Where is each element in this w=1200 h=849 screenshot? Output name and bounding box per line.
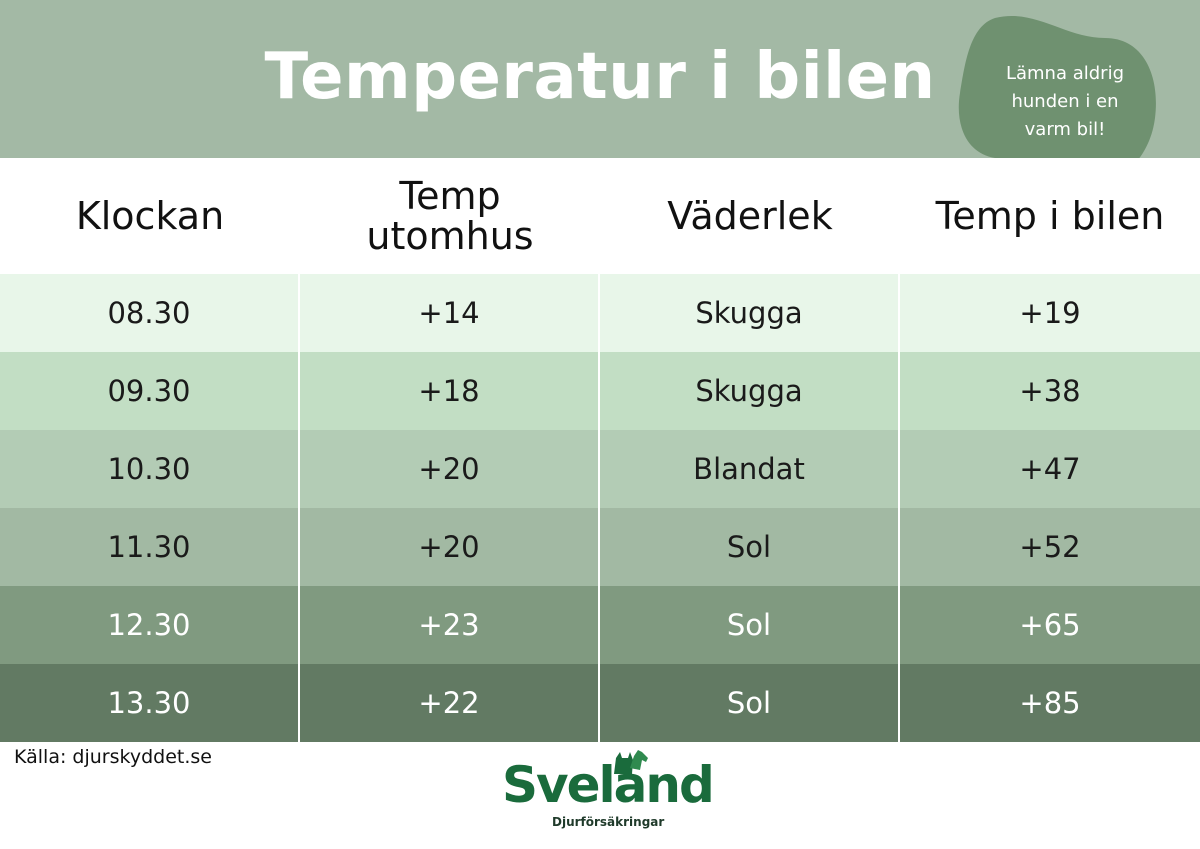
cell-weather: Blandat xyxy=(600,430,900,508)
cell-car-temp: +19 xyxy=(1019,296,1081,330)
cell-time: 13.30 xyxy=(0,664,300,742)
logo-subtitle: Djurförsäkringar xyxy=(552,815,665,829)
source-credit: Källa: djurskyddet.se xyxy=(14,746,212,768)
cell-time: 11.30 xyxy=(0,508,300,586)
cell-time: 12.30 xyxy=(0,586,300,664)
bubble-line-2: hunden i en xyxy=(1011,91,1119,112)
cell-car-temp: +85 xyxy=(1019,686,1081,720)
bubble-line-1: Lämna aldrig xyxy=(1005,63,1125,84)
cell-outside-temp: +22 xyxy=(300,664,600,742)
table-row: 13.30 +22 Sol +85 xyxy=(0,664,1200,742)
table-row: 08.30 +14 Skugga +19 xyxy=(0,274,1200,352)
cell-weather: Sol xyxy=(600,508,900,586)
bubble-line-3: varm bil! xyxy=(1024,119,1106,140)
logo-wordmark: Sveland xyxy=(502,756,715,814)
cell-outside-temp: +20 xyxy=(300,508,600,586)
logo-horse-shape xyxy=(630,750,648,770)
temperature-table: Klockan Temp utomhus Väderlek Temp i bil… xyxy=(0,158,1200,742)
cell-time: 09.30 xyxy=(0,352,300,430)
cell-weather: Skugga xyxy=(600,274,900,352)
column-header-outside-temp: Temp utomhus xyxy=(300,158,600,274)
column-header-weather: Väderlek xyxy=(667,194,833,238)
cell-weather: Sol xyxy=(600,664,900,742)
cell-outside-temp: +18 xyxy=(300,352,600,430)
warning-bubble-text: Lämna aldrig hunden i en varm bil! xyxy=(975,60,1155,144)
cell-car-temp: +52 xyxy=(1019,530,1081,564)
blob-path xyxy=(958,15,1156,184)
table-row: 09.30 +18 Skugga +38 xyxy=(0,352,1200,430)
table-row: 10.30 +20 Blandat +47 xyxy=(0,430,1200,508)
speech-blob-shape xyxy=(958,15,1156,184)
column-header-time: Klockan xyxy=(75,194,225,238)
cell-car-temp: +38 xyxy=(1019,374,1081,408)
table-row: 11.30 +20 Sol +52 xyxy=(0,508,1200,586)
table-header-row: Klockan Temp utomhus Väderlek Temp i bil… xyxy=(0,158,1200,274)
cell-outside-temp: +14 xyxy=(300,274,600,352)
logo-cat-shape xyxy=(614,752,633,774)
cell-weather: Sol xyxy=(600,586,900,664)
logo-animals-icon xyxy=(614,750,648,774)
cell-car-temp: +65 xyxy=(1019,608,1081,642)
cell-time: 08.30 xyxy=(0,274,300,352)
column-header-car-temp: Temp i bilen xyxy=(935,194,1165,238)
cell-weather: Skugga xyxy=(600,352,900,430)
column-header-outside-line-2: utomhus xyxy=(366,214,534,258)
cell-car-temp: +47 xyxy=(1019,452,1081,486)
column-header-outside-line-1: Temp xyxy=(399,174,501,218)
cell-time: 10.30 xyxy=(0,430,300,508)
cell-outside-temp: +20 xyxy=(300,430,600,508)
cell-outside-temp: +23 xyxy=(300,586,600,664)
table-row: 12.30 +23 Sol +65 xyxy=(0,586,1200,664)
page-title: Temperatur i bilen xyxy=(264,40,936,114)
